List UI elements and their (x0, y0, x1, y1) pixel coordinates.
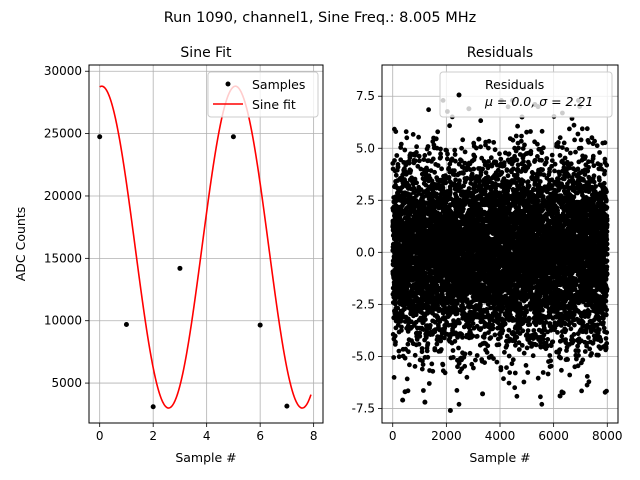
sample-point (150, 404, 156, 410)
legend-samples-label: Samples (252, 77, 305, 92)
sine-fit-xtick-label: 8 (310, 429, 318, 443)
residual-points (390, 97, 610, 407)
legend-residuals-label: Residuals (485, 77, 544, 92)
sine-fit-ytick-label: 10000 (44, 314, 82, 328)
sample-point (230, 134, 236, 140)
sine-fit-xtick-label: 4 (203, 429, 211, 443)
sample-point (123, 321, 129, 327)
sample-point (177, 265, 183, 271)
residuals-ytick-label: 7.5 (356, 89, 375, 103)
sine-fit-plot-area (97, 85, 312, 410)
sine-fit-axes: Sine Fit 0 2 4 6 8 5000 10000 15000 20000 25000 30… (13, 45, 324, 465)
residuals-ytick-label: -7.5 (352, 401, 375, 415)
residuals-ticks: 0 2000 4000 6000 8000 -7.5 -5.0 -2.5 0.0 2.5 5.0 7.… (352, 89, 623, 443)
residual-outlier-point (422, 399, 428, 405)
residuals-legend-box (439, 71, 613, 118)
sine-fit-ytick-label: 20000 (44, 189, 82, 203)
residuals-ytick-label: -5.0 (352, 349, 375, 363)
legend-sine-fit-label: Sine fit (252, 97, 296, 112)
sine-fit-ticks: 0 2 4 6 8 5000 10000 15000 20000 25000 30000 (44, 64, 318, 443)
residuals-ytick-label: 2.5 (356, 193, 375, 207)
residuals-xtick-label: 8000 (592, 429, 623, 443)
residuals-ytick-label: -2.5 (352, 297, 375, 311)
sine-fit-xtick-label: 2 (149, 429, 157, 443)
sine-fit-xtick-label: 0 (96, 429, 104, 443)
sine-fit-xlabel: Sample # (175, 450, 236, 465)
residuals-xtick-label: 6000 (538, 429, 569, 443)
sine-fit-xtick-label: 6 (256, 429, 264, 443)
residual-outlier-point (447, 408, 453, 414)
figure-suptitle: Run 1090, channel1, Sine Freq.: 8.005 MH… (164, 10, 477, 26)
sine-fit-ytick-label: 30000 (44, 64, 82, 78)
sine-fit-ytick-label: 25000 (44, 127, 82, 141)
residual-outlier-point (557, 393, 563, 399)
sine-fit-legend: Samples Sine fit (207, 71, 319, 118)
residuals-xtick-label: 0 (389, 429, 397, 443)
sine-fit-legend-box (207, 71, 319, 118)
residuals-xtick-label: 4000 (485, 429, 516, 443)
sine-fit-ytick-label: 5000 (51, 376, 82, 390)
residuals-ytick-label: 5.0 (356, 141, 375, 155)
residuals-legend: Residuals μ = 0.0, σ = 2.21 (439, 71, 613, 118)
sample-point (97, 134, 103, 140)
sine-fit-frame (88, 64, 324, 424)
sine-fit-grid (89, 65, 323, 423)
residuals-title: Residuals (467, 45, 533, 61)
residual-outlier-point (480, 391, 486, 397)
legend-residuals-marker (456, 92, 462, 98)
sine-fit-ylabel: ADC Counts (13, 207, 28, 282)
sample-point (257, 322, 263, 328)
sample-point (284, 403, 290, 409)
sine-fit-ytick-label: 15000 (44, 251, 82, 265)
legend-residuals-stats: μ = 0.0, σ = 2.21 (484, 94, 593, 109)
residuals-ytick-label: 0.0 (356, 245, 375, 259)
sine-fit-title: Sine Fit (180, 45, 232, 61)
residuals-axes: Residuals 0 2000 4000 6000 8000-7.5-5.0-2.50… (352, 45, 623, 465)
residual-outlier-point (400, 397, 406, 403)
legend-samples-marker (225, 81, 231, 87)
residuals-xlabel: Sample # (469, 450, 530, 465)
residual-outlier-point (402, 389, 408, 395)
sine-fit-curve (99, 85, 312, 409)
residuals-xtick-label: 2000 (431, 429, 462, 443)
